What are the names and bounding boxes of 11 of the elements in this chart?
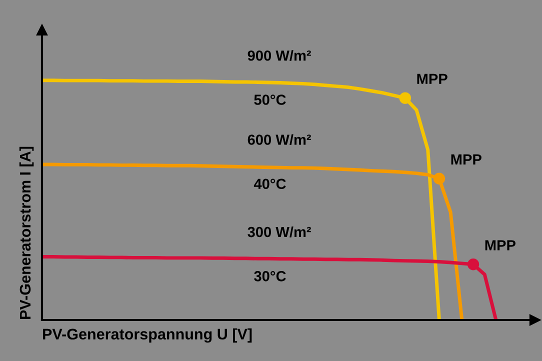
annotation: MPP: [485, 240, 516, 250]
annotation: 300 W/m²: [248, 226, 312, 238]
annotation: MPP: [451, 154, 482, 164]
annotation: 50°C: [254, 94, 286, 105]
x-axis-title: PV-Generatorspannung U [V]: [43, 328, 252, 343]
annotation: 40°C: [254, 178, 286, 190]
annotation: 30°C: [254, 271, 286, 282]
annotation: 600 W/m²: [248, 134, 312, 146]
annotation: MPP: [417, 74, 448, 84]
text: 900 W/m²: [248, 50, 312, 61]
y-axis-title: PV-Generatorstrom I [A]: [19, 146, 34, 319]
